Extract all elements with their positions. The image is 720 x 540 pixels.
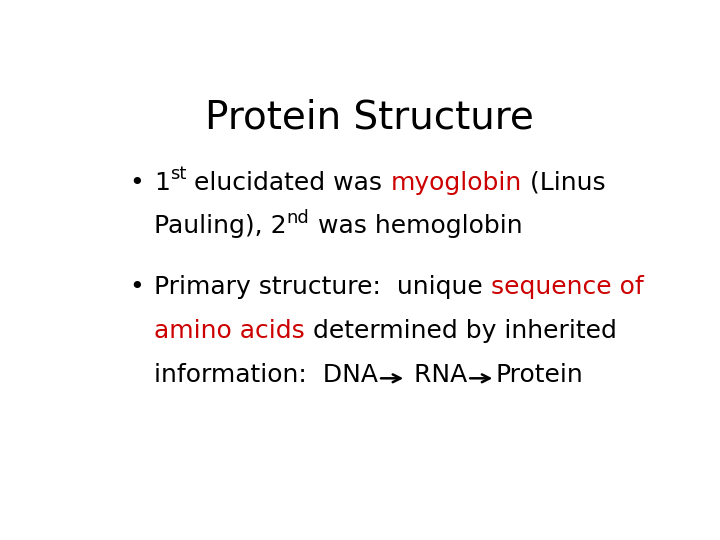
Text: determined by inherited: determined by inherited xyxy=(305,319,617,343)
Text: was hemoglobin: was hemoglobin xyxy=(310,214,522,238)
Text: 1: 1 xyxy=(154,171,170,194)
Text: sequence of: sequence of xyxy=(491,275,644,299)
Text: Primary structure:  unique: Primary structure: unique xyxy=(154,275,491,299)
Text: Protein: Protein xyxy=(495,363,583,387)
Text: amino acids: amino acids xyxy=(154,319,305,343)
Text: RNA: RNA xyxy=(406,363,467,387)
Text: st: st xyxy=(170,165,186,183)
Text: (Linus: (Linus xyxy=(522,171,606,194)
Text: elucidated was: elucidated was xyxy=(186,171,390,194)
Text: Protein Structure: Protein Structure xyxy=(204,98,534,136)
Text: information:  DNA: information: DNA xyxy=(154,363,378,387)
Text: •: • xyxy=(129,275,144,299)
Text: nd: nd xyxy=(287,209,310,227)
Text: •: • xyxy=(129,171,144,194)
Text: myoglobin: myoglobin xyxy=(390,171,522,194)
Text: Pauling), 2: Pauling), 2 xyxy=(154,214,287,238)
